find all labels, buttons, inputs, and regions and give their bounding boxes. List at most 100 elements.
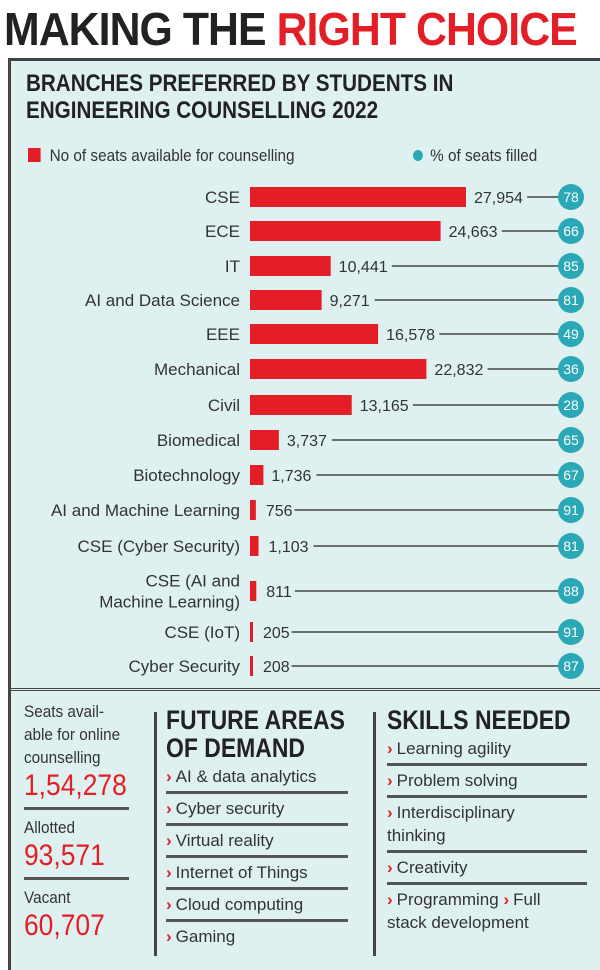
category-label: Cyber Security	[129, 657, 241, 676]
category-label: Biotechnology	[133, 466, 240, 485]
arrow-icon: ›	[387, 890, 393, 909]
percent-filled-label: 78	[563, 189, 579, 205]
headline-black: MAKING THE	[4, 3, 267, 55]
skill-label: Creativity	[396, 858, 468, 877]
bar-value-label: 13,165	[360, 398, 409, 415]
bar	[250, 536, 259, 556]
divider	[24, 877, 129, 880]
legend-swatch-red	[28, 148, 41, 162]
category-label: CSE (AI and	[146, 572, 241, 591]
seats-label-3: counselling	[24, 748, 101, 767]
percent-filled-label: 36	[563, 361, 579, 377]
percent-filled-dot	[558, 321, 584, 347]
bar-value-label: 27,954	[474, 190, 523, 207]
percent-filled-label: 67	[563, 467, 579, 483]
arrow-icon: ›	[503, 890, 510, 909]
skill-label: Problem solving	[396, 771, 518, 790]
future-areas: FUTURE AREAS OF DEMAND › AI & data analyt…	[166, 706, 348, 951]
bar	[250, 290, 322, 310]
arrow-icon: ›	[166, 831, 172, 850]
bar	[250, 324, 379, 344]
percent-filled-dot	[558, 578, 584, 604]
future-item: › Cyber security	[166, 794, 348, 826]
percent-filled-label: 91	[563, 624, 579, 640]
future-item-label: Cyber security	[175, 799, 285, 818]
category-label: CSE (IoT)	[164, 623, 240, 642]
percent-filled-label: 91	[563, 502, 579, 518]
percent-filled-dot	[558, 427, 584, 453]
bar-value-label: 16,578	[386, 327, 435, 344]
allotted-value: 93,571	[24, 839, 105, 872]
skill-label: Full	[513, 890, 541, 909]
bar	[250, 581, 257, 601]
percent-filled-label: 81	[563, 538, 579, 554]
bar	[250, 656, 253, 676]
percent-filled-dot	[558, 218, 584, 244]
future-item: › Virtual reality	[166, 826, 348, 858]
allotted-label: Allotted	[24, 818, 76, 837]
percent-filled-dot	[558, 462, 584, 488]
bar-value-label: 1,736	[271, 468, 311, 485]
arrow-icon: ›	[387, 858, 393, 877]
skill-label: thinking	[387, 826, 446, 845]
category-label: AI and Machine Learning	[51, 501, 240, 520]
bar-value-label: 208	[263, 659, 290, 676]
category-label: CSE	[205, 188, 240, 207]
category-label: Mechanical	[154, 360, 240, 379]
skill-item: › Creativity	[387, 853, 587, 885]
column-divider	[373, 712, 376, 956]
percent-filled-dot	[558, 392, 584, 418]
future-item-label: Virtual reality	[175, 831, 274, 850]
vacant-label: Vacant	[24, 888, 71, 907]
skills-needed: SKILLS NEEDED › Learning agility › Problem …	[387, 706, 587, 937]
future-item: › AI & data analytics	[166, 762, 348, 794]
percent-filled-label: 66	[563, 223, 579, 239]
category-label: ECE	[205, 222, 240, 241]
section-divider	[8, 688, 600, 693]
bar	[250, 187, 466, 207]
arrow-icon: ›	[166, 799, 172, 818]
future-item: › Internet of Things	[166, 858, 348, 890]
bar-value-label: 22,832	[434, 362, 483, 379]
future-item: › Cloud computing	[166, 890, 348, 922]
category-label: Civil	[208, 396, 240, 415]
future-item-label: Internet of Things	[175, 863, 308, 882]
bar	[250, 465, 264, 485]
percent-filled-dot	[558, 287, 584, 313]
percent-filled-label: 49	[563, 326, 579, 342]
bar-value-label: 811	[266, 584, 292, 601]
arrow-icon: ›	[166, 927, 172, 946]
seats-label-2: able for online	[24, 725, 121, 744]
future-item-label: AI & data analytics	[175, 767, 317, 786]
percent-filled-dot	[558, 619, 584, 645]
chart-title: BRANCHES PREFERRED BY STUDENTS IN ENGINE…	[26, 70, 454, 124]
bar-value-label: 756	[266, 503, 293, 520]
seats-value: 1,54,278	[24, 769, 127, 802]
percent-filled-dot	[558, 497, 584, 523]
percent-filled-dot	[558, 533, 584, 559]
bar-value-label: 3,737	[287, 433, 327, 450]
bar	[250, 622, 253, 642]
category-label: CSE (Cyber Security)	[78, 537, 240, 556]
skill-item: › Problem solving	[387, 766, 587, 798]
arrow-icon: ›	[387, 771, 393, 790]
arrow-icon: ›	[387, 739, 393, 758]
bar-value-label: 1,103	[269, 539, 309, 556]
bar	[250, 500, 256, 520]
bar	[250, 395, 352, 415]
percent-filled-label: 88	[563, 583, 579, 599]
percent-filled-label: 85	[563, 258, 579, 274]
bar	[250, 359, 427, 379]
percent-filled-label: 65	[563, 432, 579, 448]
bar	[250, 256, 331, 276]
skills-heading: SKILLS NEEDED	[387, 705, 571, 735]
column-divider	[154, 712, 157, 956]
future-heading-2: OF DEMAND	[166, 733, 305, 763]
bar	[250, 430, 279, 450]
percent-filled-label: 81	[563, 292, 579, 308]
skill-label: Programming	[396, 890, 499, 909]
percent-filled-dot	[558, 253, 584, 279]
future-item-label: Cloud computing	[175, 895, 304, 914]
future-heading-1: FUTURE AREAS	[166, 705, 345, 735]
divider	[24, 807, 129, 810]
